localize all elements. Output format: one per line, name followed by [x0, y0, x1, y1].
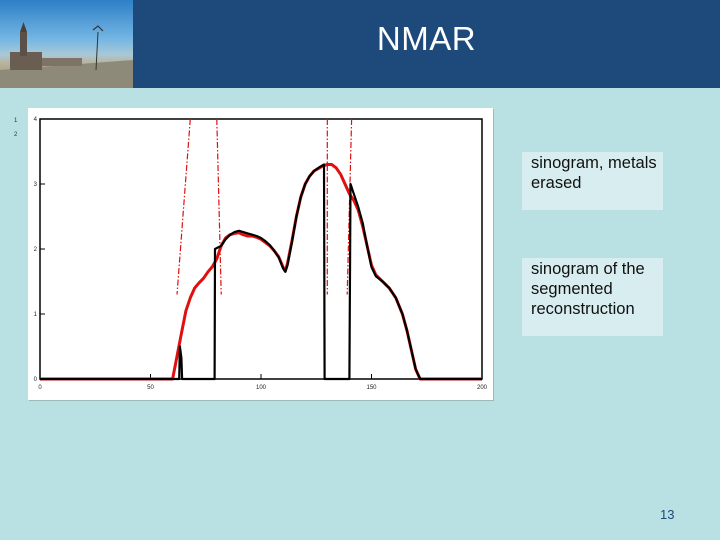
metal-marker-line: [216, 118, 222, 295]
legend-red-series: sinogram of the segmented reconstruction: [522, 258, 663, 336]
slide-title: NMAR: [376, 20, 477, 57]
y-tick-label: 4: [34, 117, 38, 123]
x-tick-label: 0: [38, 385, 42, 391]
page-number: 13: [660, 507, 675, 522]
side-marks: 1 2: [14, 114, 17, 142]
x-tick-label: 150: [366, 385, 377, 391]
campus-photo: [0, 0, 133, 88]
sinogram-chart: 0 50 100 150 200 0 1 2 3 4: [34, 117, 488, 391]
legend-black-series: sinogram, metals erased: [522, 152, 663, 210]
plot-area: [39, 118, 483, 380]
x-tick-label: 50: [147, 385, 154, 391]
y-tick-label: 3: [34, 182, 38, 188]
slide-header: NMAR: [0, 0, 720, 88]
side-mark: 1: [14, 118, 18, 124]
side-mark: 2: [14, 132, 18, 138]
y-tick-label: 1: [34, 312, 38, 318]
metal-marker-line: [176, 118, 191, 295]
x-tick-label: 100: [256, 385, 267, 391]
black-series-line: [40, 163, 482, 381]
plot-frame: 0 50 100 150 200 0 1 2 3 4: [28, 108, 493, 400]
campus-illustration: [0, 22, 133, 88]
y-tick-label: 0: [34, 377, 38, 383]
x-tick-label: 200: [477, 385, 488, 391]
y-tick-label: 2: [34, 247, 38, 253]
metal-marker-line: [346, 118, 353, 295]
